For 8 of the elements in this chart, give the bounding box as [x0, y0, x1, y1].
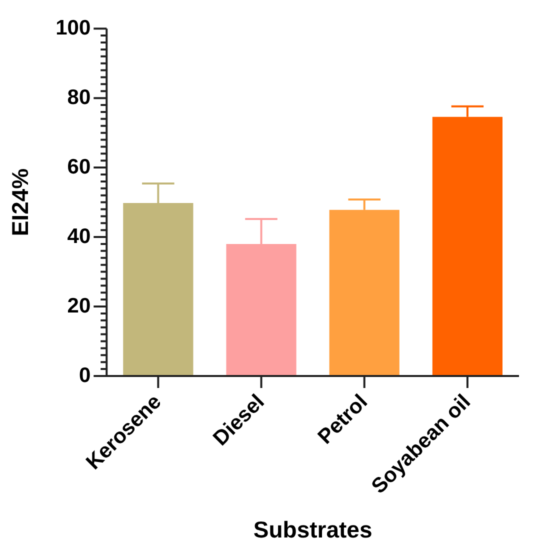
y-tick-label: 80 — [67, 86, 91, 109]
x-axis-title: Substrates — [253, 516, 372, 543]
y-tick-label: 40 — [67, 224, 91, 248]
y-tick-label: 100 — [56, 16, 91, 40]
y-axis-title: EI24% — [7, 168, 34, 236]
y-tick-label: 60 — [67, 155, 91, 178]
y-tick-label: 20 — [67, 294, 91, 318]
y-tick-label: 0 — [78, 364, 91, 387]
